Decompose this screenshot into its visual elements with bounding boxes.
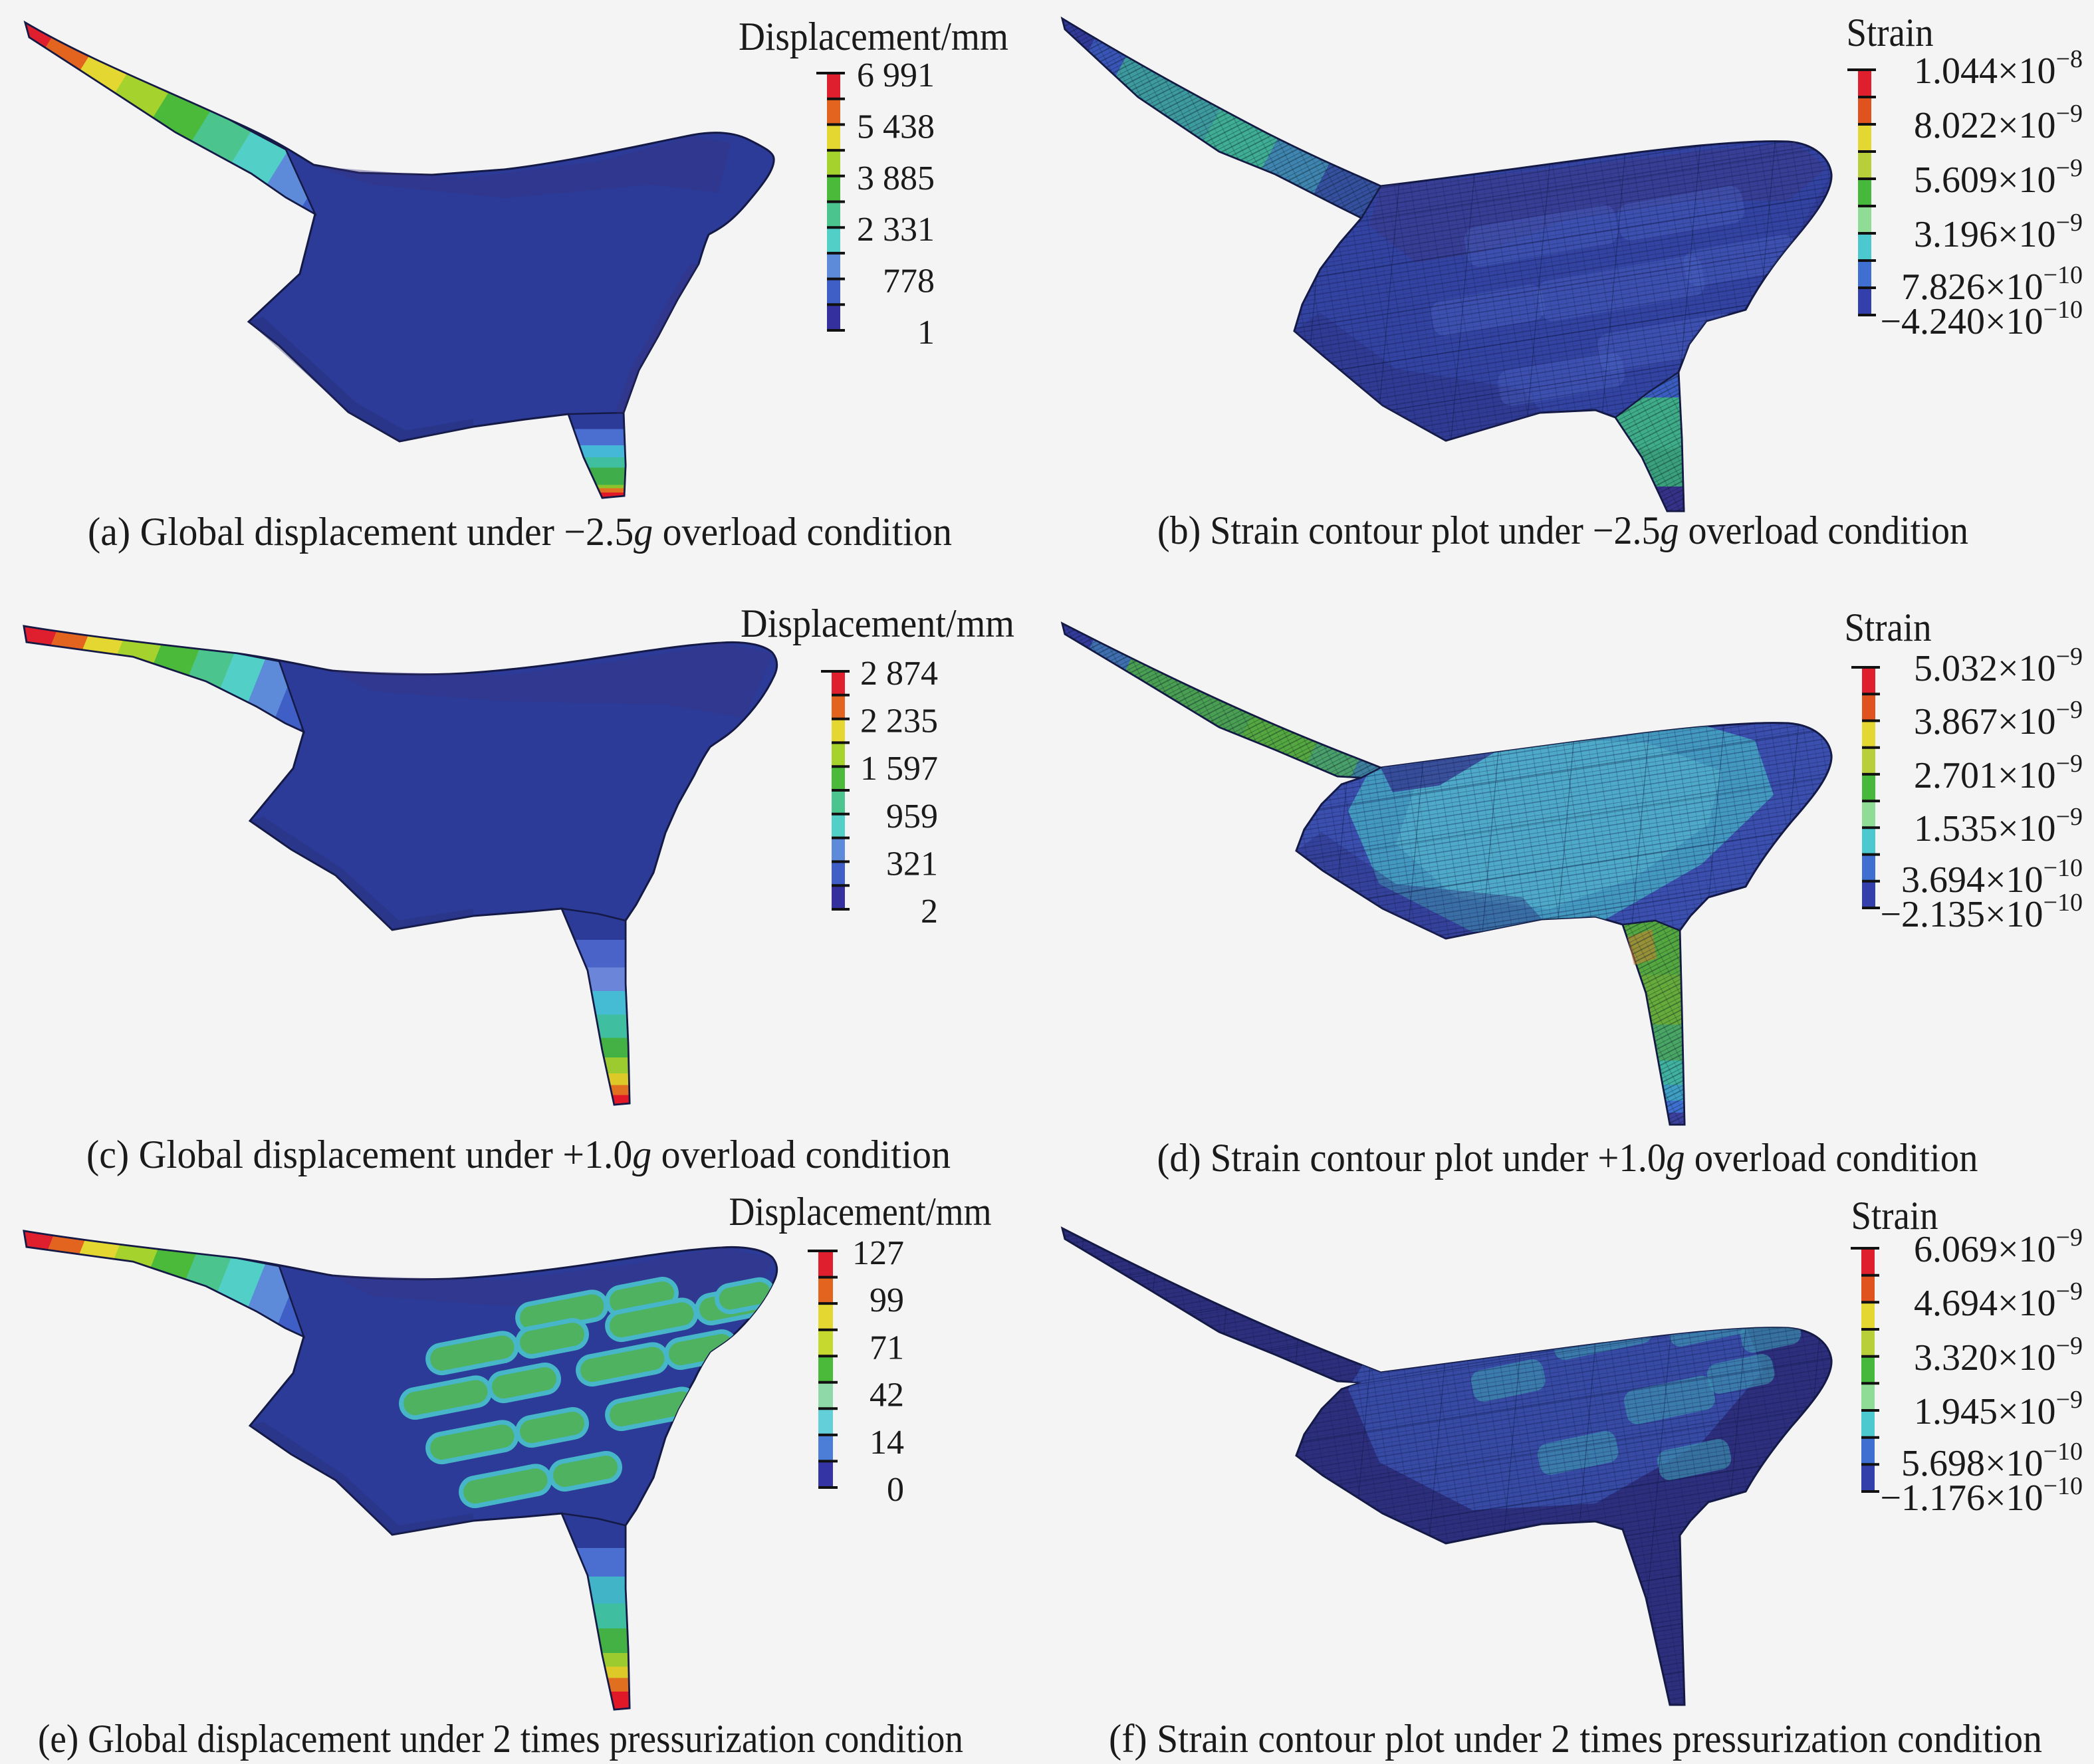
svg-text:2 331: 2 331 <box>857 211 935 249</box>
svg-text:8.022×10−9: 8.022×10−9 <box>1914 100 2083 146</box>
svg-text:127: 127 <box>852 1234 904 1272</box>
svg-text:778: 778 <box>883 263 935 300</box>
svg-text:3.196×10−9: 3.196×10−9 <box>1914 209 2083 255</box>
svg-text:6 991: 6 991 <box>857 56 935 94</box>
svg-text:1: 1 <box>917 314 935 352</box>
svg-text:71: 71 <box>870 1329 904 1367</box>
svg-text:4.694×10−9: 4.694×10−9 <box>1914 1277 2083 1324</box>
svg-text:5.032×10−9: 5.032×10−9 <box>1914 643 2083 689</box>
svg-text:0: 0 <box>887 1471 904 1509</box>
svg-text:1 597: 1 597 <box>860 750 938 788</box>
svg-text:14: 14 <box>870 1424 904 1462</box>
svg-text:(d) Strain contour plot under: (d) Strain contour plot under +1.0g over… <box>1157 1136 1978 1180</box>
svg-text:2 235: 2 235 <box>860 703 938 740</box>
svg-text:321: 321 <box>886 845 938 883</box>
svg-text:1.945×10−9: 1.945×10−9 <box>1914 1386 2083 1432</box>
svg-text:Displacement/mm: Displacement/mm <box>741 602 1014 645</box>
svg-text:(c) Global displacement under: (c) Global displacement under +1.0g over… <box>86 1133 951 1176</box>
svg-text:−1.176×10−10: −1.176×10−10 <box>1880 1472 2083 1519</box>
svg-text:2: 2 <box>921 893 938 931</box>
svg-text:(b) Strain contour plot under: (b) Strain contour plot under −2.5g over… <box>1157 508 1968 552</box>
svg-text:3 885: 3 885 <box>857 160 935 197</box>
svg-text:Displacement/mm: Displacement/mm <box>739 15 1008 58</box>
svg-text:(f) Strain contour plot under: (f) Strain contour plot under 2 times pr… <box>1109 1717 2042 1761</box>
svg-text:99: 99 <box>870 1281 904 1319</box>
svg-text:5 438: 5 438 <box>857 108 935 146</box>
svg-text:6.069×10−9: 6.069×10−9 <box>1914 1224 2083 1270</box>
svg-text:2.701×10−9: 2.701×10−9 <box>1914 750 2083 796</box>
svg-text:Strain: Strain <box>1847 11 1934 55</box>
svg-text:(a) Global displacement under: (a) Global displacement under −2.5g over… <box>88 510 952 554</box>
svg-text:Strain: Strain <box>1845 606 1932 649</box>
svg-text:3.320×10−9: 3.320×10−9 <box>1914 1332 2083 1378</box>
svg-text:2 874: 2 874 <box>860 655 938 693</box>
svg-text:1.535×10−9: 1.535×10−9 <box>1914 803 2083 849</box>
svg-text:Strain: Strain <box>1851 1194 1938 1238</box>
svg-text:3.867×10−9: 3.867×10−9 <box>1914 696 2083 742</box>
svg-text:Displacement/mm: Displacement/mm <box>729 1190 992 1234</box>
svg-text:5.609×10−9: 5.609×10−9 <box>1914 154 2083 201</box>
svg-text:(e) Global displacement under: (e) Global displacement under 2 times pr… <box>38 1717 963 1761</box>
svg-text:959: 959 <box>886 798 938 835</box>
svg-text:42: 42 <box>870 1377 904 1414</box>
svg-text:1.044×10−8: 1.044×10−8 <box>1914 45 2083 92</box>
